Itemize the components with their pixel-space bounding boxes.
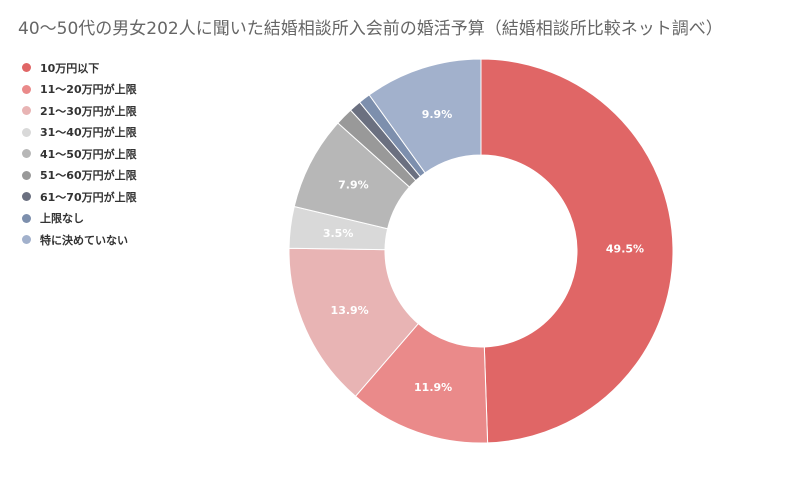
legend-label: 上限なし <box>40 212 84 226</box>
donut-slice <box>480 58 674 444</box>
legend-item: 61～70万円が上限 <box>22 186 137 208</box>
legend-swatch <box>22 170 31 180</box>
legend-label: 41～50万円が上限 <box>40 147 137 161</box>
legend-swatch <box>22 213 31 223</box>
donut-slice <box>368 58 482 174</box>
legend-label: 10万円以下 <box>40 61 100 75</box>
legend-label: 31～40万円が上限 <box>40 126 137 140</box>
legend-label: 特に決めていない <box>40 233 128 247</box>
legend-label: 51～60万円が上限 <box>40 169 137 183</box>
legend-item: 41～50万円が上限 <box>22 143 137 165</box>
legend-label: 11～20万円が上限 <box>40 83 137 97</box>
legend-item: 特に決めていない <box>22 229 137 251</box>
slice-value-label: 11.9% <box>414 381 452 394</box>
slice-value-label: 13.9% <box>331 304 369 317</box>
slice-value-label: 3.5% <box>323 227 354 240</box>
legend-item: 51～60万円が上限 <box>22 165 137 187</box>
chart-title: 40～50代の男女202人に聞いた結婚相談所入会前の婚活予算（結婚相談所比較ネッ… <box>18 19 723 39</box>
legend-swatch <box>22 192 31 202</box>
slice-value-label: 49.5% <box>606 243 644 256</box>
legend-swatch <box>22 106 31 116</box>
legend-swatch <box>22 235 31 245</box>
legend-item: 上限なし <box>22 208 137 230</box>
slice-value-label: 9.9% <box>422 108 453 121</box>
legend-swatch <box>22 127 31 137</box>
legend-swatch <box>22 84 31 94</box>
legend-item: 11～20万円が上限 <box>22 79 137 101</box>
legend-item: 10万円以下 <box>22 57 137 79</box>
legend: 10万円以下 11～20万円が上限 21～30万円が上限 31～40万円が上限 41～5… <box>22 57 137 251</box>
legend-label: 61～70万円が上限 <box>40 190 137 204</box>
legend-label: 21～30万円が上限 <box>40 104 137 118</box>
slice-value-label: 7.9% <box>338 178 369 191</box>
legend-item: 21～30万円が上限 <box>22 100 137 122</box>
legend-item: 31～40万円が上限 <box>22 122 137 144</box>
legend-swatch <box>22 63 31 73</box>
legend-swatch <box>22 149 31 159</box>
